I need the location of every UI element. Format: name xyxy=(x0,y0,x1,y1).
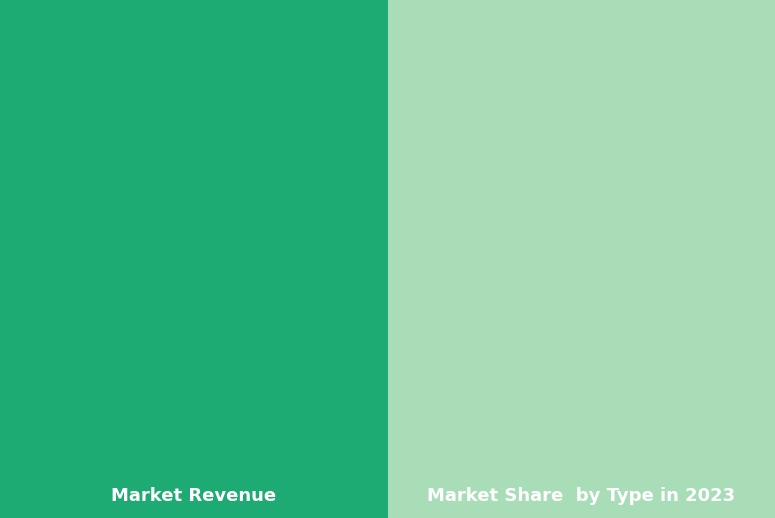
Bar xyxy=(72,351,115,518)
Wedge shape xyxy=(489,162,735,416)
Legend: Market Revenue (Million USD): Market Revenue (Million USD) xyxy=(61,110,293,134)
Text: 9800: 9800 xyxy=(377,132,428,150)
Text: Market Share  by Type in 2023: Market Share by Type in 2023 xyxy=(427,487,735,505)
Text: Global Automotive Transmission Pump Market
Revenue Forecast and Market Share by : Global Automotive Transmission Pump Mark… xyxy=(108,28,667,76)
Bar xyxy=(227,253,269,518)
Text: 69.45%: 69.45% xyxy=(529,298,611,318)
Wedge shape xyxy=(481,162,608,332)
Bar xyxy=(304,199,346,518)
Legend: Fixed Displacement Pumps: Fixed Displacement Pumps xyxy=(497,431,720,456)
Bar xyxy=(381,159,424,518)
Bar xyxy=(150,309,192,518)
Text: 9108: 9108 xyxy=(223,227,273,245)
Text: Market Revenue: Market Revenue xyxy=(111,487,277,505)
